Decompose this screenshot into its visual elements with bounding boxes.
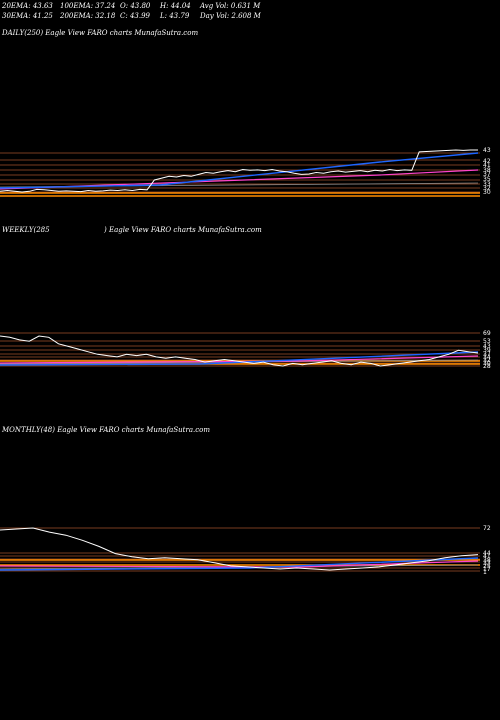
monthly-ma-blue — [0, 557, 479, 571]
monthly-tick-label-1: 44 — [483, 550, 491, 557]
daily-tick-label-4: 37 — [483, 171, 491, 178]
daily-tick-label-2: 41 — [483, 162, 491, 169]
monthly-ma-magenta — [0, 560, 479, 568]
monthly-tick-label-5: 25 — [483, 563, 491, 570]
daily-tick-label-3: 38 — [483, 167, 491, 174]
weekly-tick-label-5: 34 — [483, 354, 491, 361]
daily-panel-label: DAILY(250) Eagle View FARO charts Munafa… — [2, 29, 199, 37]
hdr-avg-vol: Avg Vol: 0.631 M — [200, 2, 261, 10]
daily-ma-blue — [0, 152, 479, 189]
monthly-tick-label-4: 33 — [483, 560, 491, 567]
monthly-tick-label-0: 72 — [483, 525, 491, 532]
monthly-price-line — [0, 527, 479, 571]
daily-tick-label-5: 35 — [483, 176, 491, 183]
hdr-ema30: 30EMA: 41.25 — [2, 12, 53, 20]
weekly-tick-label-4: 37 — [483, 351, 491, 358]
weekly-tick-label-2: 43 — [483, 343, 491, 350]
weekly-tick-label-3: 39 — [483, 347, 491, 354]
hdr-high: H: 44.04 — [160, 2, 191, 10]
hdr-ema20: 20EMA: 43.63 — [2, 2, 53, 10]
monthly-tick-label-3: 38 — [483, 557, 491, 564]
daily-tick-label-6: 33 — [483, 181, 491, 188]
hdr-ema100: 100EMA: 37.24 — [60, 2, 116, 10]
hdr-close: C: 43.99 — [120, 12, 150, 20]
hdr-ema200: 200EMA: 32.18 — [60, 12, 116, 20]
weekly-tick-label-8: 28 — [483, 363, 491, 370]
weekly-tick-label-1: 53 — [483, 338, 491, 345]
monthly-panel-label: MONTHLY(48) Eagle View FARO charts Munaf… — [2, 426, 210, 434]
monthly-tick-label-2: 41 — [483, 553, 491, 560]
monthly-tick-label-6: 17 — [483, 566, 491, 573]
weekly-price-line — [0, 335, 479, 367]
hdr-low: L: 43.79 — [160, 12, 190, 20]
weekly-ma-blue — [0, 351, 479, 366]
hdr-open: O: 43.80 — [120, 2, 151, 10]
daily-tick-label-0: 43 — [483, 147, 491, 154]
hdr-day-vol: Day Vol: 2.608 M — [200, 12, 261, 20]
daily-ma-magenta — [0, 169, 479, 190]
daily-tick-label-7: 32 — [483, 185, 491, 192]
weekly-tick-label-7: 30 — [483, 360, 491, 367]
monthly-tick-label-7: 1 — [483, 569, 487, 576]
weekly-ma-magenta — [0, 355, 479, 364]
daily-tick-label-8: 30 — [483, 189, 491, 196]
weekly-panel-label-b: ) Eagle View FARO charts MunafaSutra.com — [104, 226, 262, 234]
weekly-tick-label-0: 69 — [483, 330, 491, 337]
weekly-tick-label-6: 32 — [483, 357, 491, 364]
weekly-panel-label-a: WEEKLY(285 — [2, 226, 50, 234]
daily-tick-label-1: 42 — [483, 158, 491, 165]
daily-price-line — [0, 149, 478, 193]
